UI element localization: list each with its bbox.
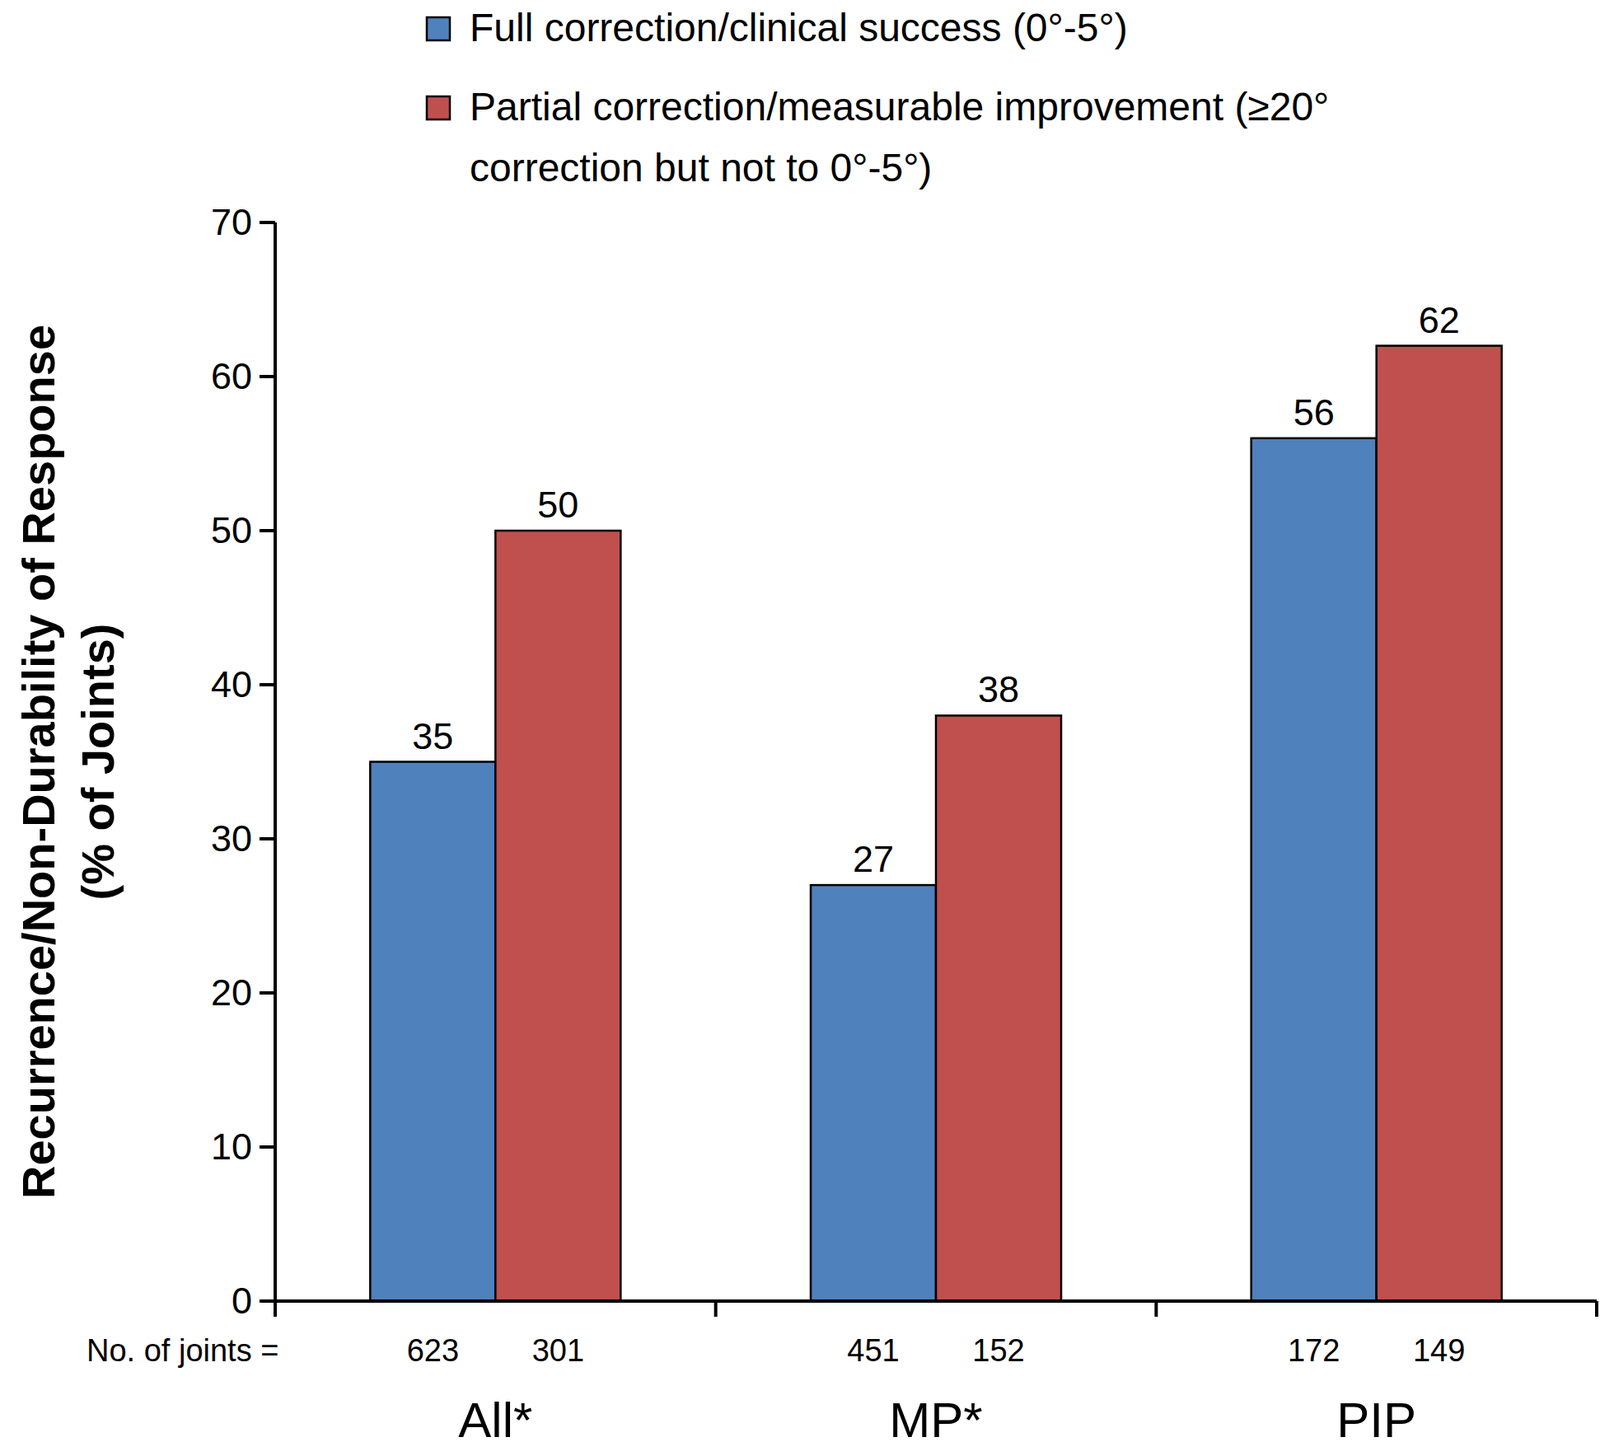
- y-tick: [259, 528, 276, 533]
- bars: [369, 346, 1502, 1301]
- y-tick: [259, 1299, 276, 1303]
- x-tick: [273, 1300, 277, 1317]
- data-label: 56: [1293, 391, 1335, 434]
- y-tick: [259, 1145, 276, 1149]
- data-label: 62: [1418, 299, 1460, 342]
- y-tick: [259, 991, 276, 995]
- n-joints: 301: [532, 1333, 585, 1368]
- data-label: 50: [537, 483, 579, 526]
- bar: [810, 884, 936, 1301]
- x-tick: [1154, 1300, 1158, 1317]
- chart: 35 27 56 50 38 62 0 10 20 30 40 50 60 70 All* MP* PIP No.…: [0, 0, 1600, 1456]
- x-tick: [1595, 1300, 1599, 1317]
- legend-swatch: [426, 96, 450, 120]
- legend: Full correction/clinical success (0°-5°)…: [426, 5, 1329, 190]
- x-axis: [275, 1299, 1597, 1303]
- n-joints: 623: [407, 1333, 459, 1368]
- data-label: 27: [852, 837, 894, 880]
- y-tick-label: 70: [210, 201, 253, 244]
- y-tick-label: 60: [210, 355, 253, 398]
- y-tick-label: 20: [210, 971, 253, 1014]
- bar: [369, 762, 496, 1302]
- y-tick: [259, 374, 276, 379]
- legend-label: correction but not to 0°-5°): [469, 145, 932, 190]
- legend-label: Full correction/clinical success (0°-5°): [469, 5, 1128, 50]
- category-label: All*: [458, 1392, 533, 1448]
- bar: [935, 715, 1062, 1301]
- bar: [1251, 438, 1377, 1301]
- category-label: PIP: [1336, 1392, 1417, 1448]
- n-joints: 172: [1287, 1333, 1340, 1368]
- data-label: 35: [411, 715, 454, 758]
- n-joints: 152: [972, 1333, 1025, 1368]
- bar: [495, 530, 621, 1301]
- y-tick-label: 30: [210, 817, 253, 860]
- y-tick-label: 40: [210, 663, 253, 706]
- y-axis-title: (% of Joints): [71, 623, 124, 901]
- legend-label: Partial correction/measurable improvemen…: [469, 84, 1329, 129]
- bar: [1376, 346, 1502, 1301]
- y-tick-label: 0: [231, 1279, 253, 1322]
- n-joints: 149: [1412, 1333, 1465, 1368]
- n-joints: 451: [846, 1333, 899, 1368]
- category-label: MP*: [888, 1392, 983, 1448]
- y-axis-title: Recurrence/Non-Durability of Response: [12, 324, 65, 1199]
- y-tick-label: 50: [210, 509, 253, 552]
- y-tick: [259, 683, 276, 687]
- n-joints-label: No. of joints =: [86, 1333, 279, 1368]
- y-tick-label: 10: [210, 1125, 253, 1168]
- x-tick: [714, 1300, 718, 1317]
- legend-swatch: [426, 17, 450, 41]
- data-label: 38: [977, 668, 1020, 711]
- y-axis: [273, 222, 277, 1301]
- y-tick: [259, 837, 276, 841]
- y-tick: [259, 220, 276, 225]
